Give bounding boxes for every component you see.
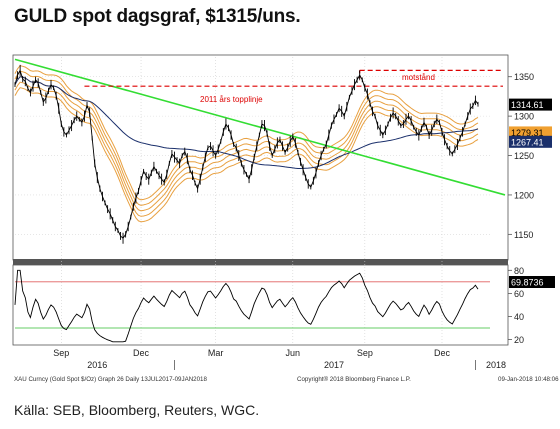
price-tick-label: 1350 xyxy=(514,72,534,82)
month-label: Mar xyxy=(208,348,224,358)
moving-average-band-line xyxy=(14,70,479,206)
month-label: Dec xyxy=(133,348,150,358)
chart-title: GULD spot dagsgraf, $1315/uns. xyxy=(14,6,301,27)
moving-average-band-line xyxy=(14,65,479,201)
price-value-tag xyxy=(509,126,552,139)
price-tick-label: 1250 xyxy=(514,151,534,161)
month-label: Sep xyxy=(53,348,69,358)
rsi-tick-label: 80 xyxy=(514,266,524,276)
resistance-label: motstånd xyxy=(402,73,435,82)
footer-left: XAU Curncy (Gold Spot $/Oz) Graph 26 Dai… xyxy=(14,376,207,383)
price-value-tag-label: 1314.61 xyxy=(511,100,544,110)
rsi-panel-frame xyxy=(12,264,509,346)
month-label: Dec xyxy=(434,348,451,358)
source-note: Källa: SEB, Bloomberg, Reuters, WGC. xyxy=(14,402,260,418)
price-series xyxy=(14,64,479,244)
year-label: 2017 xyxy=(324,360,344,370)
trendline-label: 2011 års topplinje xyxy=(200,95,263,104)
month-label: Sep xyxy=(357,348,373,358)
year-label: 2018 xyxy=(486,360,506,370)
rsi-value-tag-label: 69.8736 xyxy=(511,277,544,287)
rsi-tick-label: 60 xyxy=(514,289,524,299)
footer-center: Copyright® 2018 Bloomberg Finance L.P. xyxy=(297,376,411,383)
trendline-2011 xyxy=(14,58,506,196)
rsi-line xyxy=(14,269,479,343)
price-value-tag-label: 1279.31 xyxy=(511,128,544,138)
price-tick-label: 1150 xyxy=(514,230,533,240)
rsi-tick-label: 40 xyxy=(514,312,524,322)
price-value-tag xyxy=(509,98,552,111)
price-line xyxy=(14,69,479,239)
rsi-value-tag xyxy=(509,275,555,288)
moving-average-bands xyxy=(14,65,479,223)
price-tick-label: 1200 xyxy=(514,190,534,200)
grid xyxy=(15,57,490,343)
price-tick-label: 1300 xyxy=(514,112,534,122)
price-value-tag xyxy=(509,135,552,148)
moving-average-band-line xyxy=(14,81,479,217)
panel-divider xyxy=(13,259,508,265)
rsi-tick-label: 20 xyxy=(514,335,524,345)
long-moving-average-line xyxy=(14,76,479,169)
price-value-tag-label: 1267.41 xyxy=(511,137,544,147)
year-label: 2016 xyxy=(87,360,107,370)
rsi-series xyxy=(14,269,490,343)
price-panel-frame xyxy=(12,54,509,261)
moving-average-band-line xyxy=(14,76,479,212)
month-label: Jun xyxy=(286,348,301,358)
axes: 1150 1200 1250 1300 1350 20 40 60 80 Sep Dec Mar Jun… xyxy=(53,72,534,370)
footer-right: 09-Jan-2018 10:48:06 xyxy=(498,376,559,383)
